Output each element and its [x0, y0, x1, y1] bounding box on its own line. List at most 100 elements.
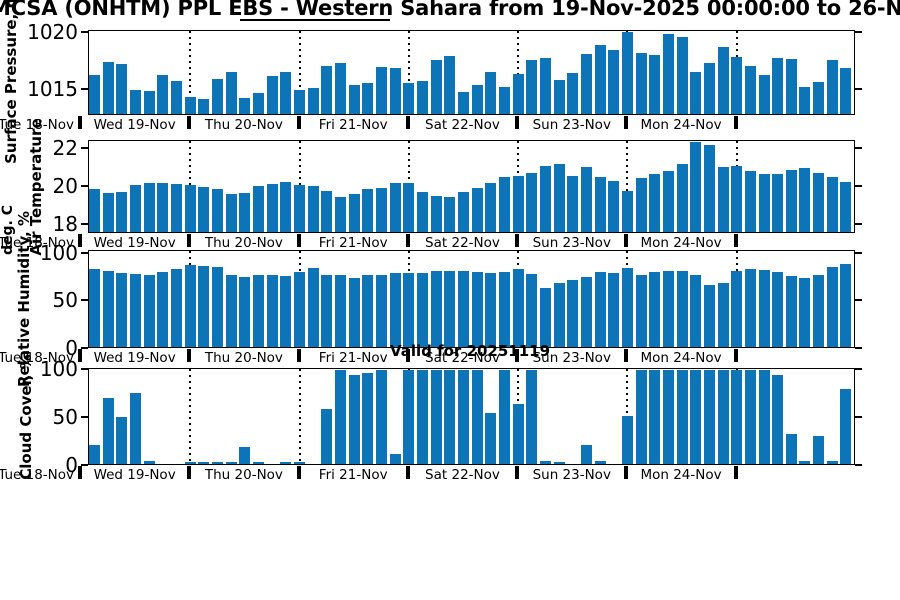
x-day-label: Sat 22-Nov — [425, 117, 500, 133]
bar — [772, 174, 784, 232]
bar — [703, 62, 715, 114]
day-boundary-tick — [187, 349, 192, 362]
y-tick-label: 100 — [39, 240, 78, 265]
bar — [690, 141, 702, 232]
day-boundary-tick — [733, 234, 738, 247]
y-axis-label-pressure: Surface Pressure, mb — [2, 0, 20, 164]
day-boundary-tick — [405, 116, 410, 129]
bar — [376, 67, 388, 114]
bar — [417, 369, 428, 464]
bar — [143, 182, 155, 232]
bar — [389, 272, 401, 347]
bar — [485, 413, 497, 464]
bar — [430, 369, 442, 464]
bar — [335, 62, 347, 114]
bar — [662, 369, 674, 464]
bar — [662, 34, 674, 114]
bar — [212, 78, 224, 114]
bar — [444, 55, 456, 114]
day-boundary-tick — [78, 234, 82, 247]
day-boundary-tick — [515, 466, 520, 479]
bar — [321, 409, 333, 464]
bar — [225, 71, 237, 114]
bar — [335, 369, 347, 464]
bar — [553, 79, 565, 114]
x-edge-label: Tue 18-Nov — [0, 235, 74, 251]
bar — [430, 196, 442, 232]
day-gridline — [626, 141, 629, 232]
day-boundary-tick — [733, 349, 738, 362]
bar — [239, 193, 251, 232]
bar — [512, 403, 524, 464]
day-boundary-tick — [187, 234, 192, 247]
day-boundary-tick — [296, 466, 301, 479]
bar — [485, 71, 497, 114]
bar — [676, 163, 688, 232]
y-tick-mark — [855, 251, 862, 254]
bar — [403, 369, 415, 464]
x-day-label: Sun 23-Nov — [532, 467, 611, 483]
day-boundary-tick — [296, 234, 301, 247]
bar — [580, 166, 592, 232]
day-boundary-tick — [624, 234, 629, 247]
bar — [676, 36, 688, 114]
y-axis-label-temperature-units: deg. C — [0, 205, 16, 256]
bar — [102, 61, 114, 114]
bar — [417, 272, 428, 347]
day-boundary-tick — [624, 116, 629, 129]
bar — [348, 194, 360, 232]
bar — [703, 285, 715, 347]
bar — [253, 462, 265, 464]
bar — [376, 274, 388, 347]
bar — [772, 58, 784, 114]
bar — [744, 66, 756, 114]
bar — [498, 86, 510, 114]
bar — [171, 80, 183, 114]
x-day-label: Mon 24-Nov — [640, 117, 722, 133]
bar — [526, 369, 538, 464]
bar — [539, 165, 551, 232]
bar — [89, 189, 101, 232]
bar — [635, 369, 647, 464]
bar — [840, 264, 852, 347]
bar — [840, 68, 852, 114]
day-gridline — [626, 251, 629, 347]
bar — [703, 144, 715, 232]
bar — [389, 182, 401, 232]
bar — [116, 272, 128, 347]
bar — [89, 444, 101, 464]
bar — [403, 83, 415, 114]
bar — [485, 182, 497, 232]
y-tick-mark — [855, 87, 862, 90]
bar — [717, 46, 729, 114]
bar — [130, 89, 142, 114]
bar — [621, 268, 633, 347]
bar — [280, 275, 292, 347]
day-gridline — [626, 31, 629, 114]
bar — [785, 434, 797, 464]
title-underline-artifact — [240, 19, 390, 21]
bar — [799, 277, 811, 347]
bar — [280, 71, 292, 114]
y-tick-label: 20 — [52, 173, 78, 198]
bar — [676, 369, 688, 464]
bar — [143, 461, 155, 464]
bar — [389, 68, 401, 114]
bar — [184, 265, 196, 347]
bar — [321, 274, 333, 347]
bar — [813, 173, 825, 232]
bar — [321, 191, 333, 232]
bar — [594, 44, 606, 114]
bar — [744, 369, 756, 464]
day-boundary-tick — [187, 466, 192, 479]
bar — [553, 283, 565, 347]
bar — [799, 167, 811, 232]
y-tick-label: 0 — [65, 453, 78, 477]
bar — [362, 83, 374, 114]
y-tick-mark — [81, 347, 88, 349]
bar — [498, 177, 510, 232]
bar — [785, 275, 797, 347]
x-day-label: Thu 20-Nov — [204, 117, 283, 133]
bar — [403, 182, 415, 232]
